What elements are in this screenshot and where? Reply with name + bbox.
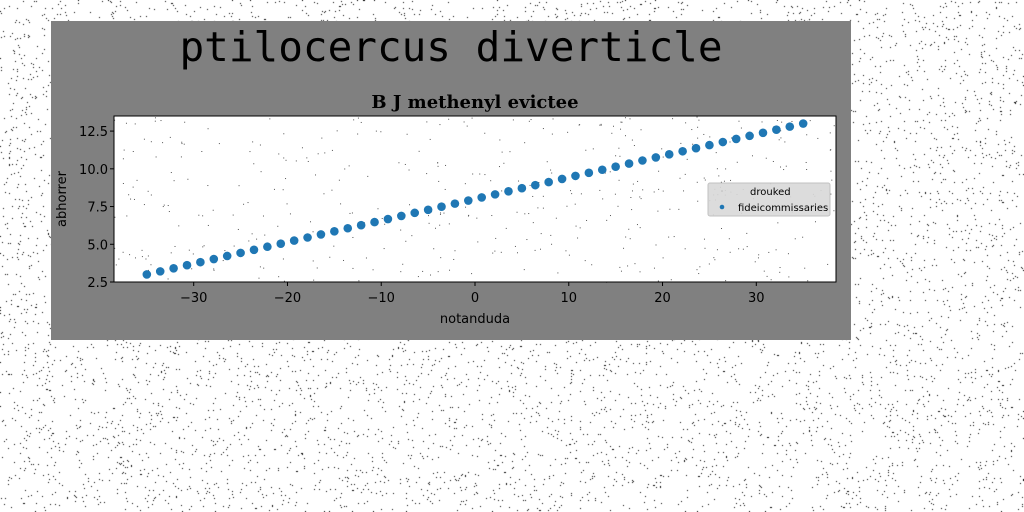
- x-axis: −30 −20 −10 0 10 20 30: [180, 282, 765, 306]
- data-point: [584, 168, 594, 178]
- data-point: [517, 183, 527, 193]
- data-point: [651, 153, 661, 162]
- data-point: [330, 227, 339, 236]
- y-tick-label: 5.0: [87, 238, 108, 253]
- y-tick-label: 2.5: [87, 276, 108, 291]
- data-point: [303, 233, 312, 242]
- data-point: [209, 254, 219, 264]
- data-point: [397, 211, 406, 221]
- data-point: [705, 140, 714, 150]
- data-point: [196, 257, 205, 267]
- data-point: [638, 156, 647, 165]
- data-point: [571, 171, 580, 181]
- legend-marker-fideicommissaries: [719, 204, 725, 210]
- data-point: [169, 263, 178, 273]
- data-point: [142, 270, 152, 279]
- data-point: [289, 236, 299, 245]
- data-point: [155, 267, 165, 276]
- legend-marker-drouked: [721, 190, 723, 192]
- x-tick-label: −20: [274, 291, 301, 306]
- data-point: [731, 134, 741, 144]
- data-point: [249, 245, 259, 255]
- data-point: [785, 122, 795, 131]
- data-point: [745, 131, 754, 141]
- y-tick-label: 7.5: [87, 201, 108, 216]
- data-point: [437, 202, 446, 211]
- data-point: [611, 162, 620, 171]
- data-point: [450, 199, 460, 208]
- data-point: [504, 187, 513, 196]
- data-point: [356, 220, 366, 230]
- data-point: [276, 239, 286, 248]
- data-point: [490, 190, 500, 199]
- data-point: [222, 251, 232, 261]
- data-point: [316, 230, 326, 239]
- data-points: [142, 119, 808, 279]
- data-point: [624, 159, 634, 168]
- data-point: [477, 193, 486, 202]
- data-point: [798, 119, 808, 128]
- data-point: [530, 180, 540, 190]
- data-point: [718, 137, 728, 147]
- x-tick-label: −30: [180, 291, 207, 306]
- data-point: [772, 125, 781, 135]
- x-tick-label: −10: [368, 291, 395, 306]
- data-point: [664, 150, 674, 159]
- data-point: [410, 208, 420, 218]
- data-point: [464, 196, 473, 205]
- y-axis: 2.5 5.0 7.5 10.0 12.5: [79, 125, 114, 291]
- legend-box: [707, 182, 831, 217]
- data-point: [544, 177, 553, 187]
- data-point: [263, 242, 272, 252]
- legend[interactable]: drouked fideicommissaries: [707, 182, 831, 217]
- data-point: [423, 205, 433, 215]
- data-point: [383, 214, 393, 224]
- data-point: [343, 223, 353, 233]
- figure-suptitle: ptilocercus diverticle: [179, 23, 723, 71]
- data-point: [182, 260, 192, 270]
- data-point: [597, 165, 607, 175]
- legend-label-drouked: drouked: [750, 187, 791, 198]
- plot-frame: [113, 115, 837, 283]
- x-axis-label: notanduda: [440, 312, 510, 327]
- y-tick-label: 10.0: [79, 163, 108, 178]
- x-tick-label: 0: [471, 291, 479, 306]
- x-tick-label: 20: [654, 291, 671, 306]
- data-point: [691, 143, 701, 153]
- legend-label-fideicommissaries: fideicommissaries: [738, 203, 828, 214]
- y-tick-label: 12.5: [79, 125, 108, 140]
- data-point: [758, 128, 768, 138]
- x-tick-label: 10: [560, 291, 577, 306]
- data-point: [370, 217, 379, 227]
- x-tick-label: 30: [748, 291, 765, 306]
- data-point: [678, 146, 687, 156]
- y-axis-label: abhorrer: [55, 170, 70, 227]
- data-point: [236, 248, 245, 258]
- data-point: [557, 174, 567, 184]
- chart-title: B J methenyl evictee: [371, 92, 578, 113]
